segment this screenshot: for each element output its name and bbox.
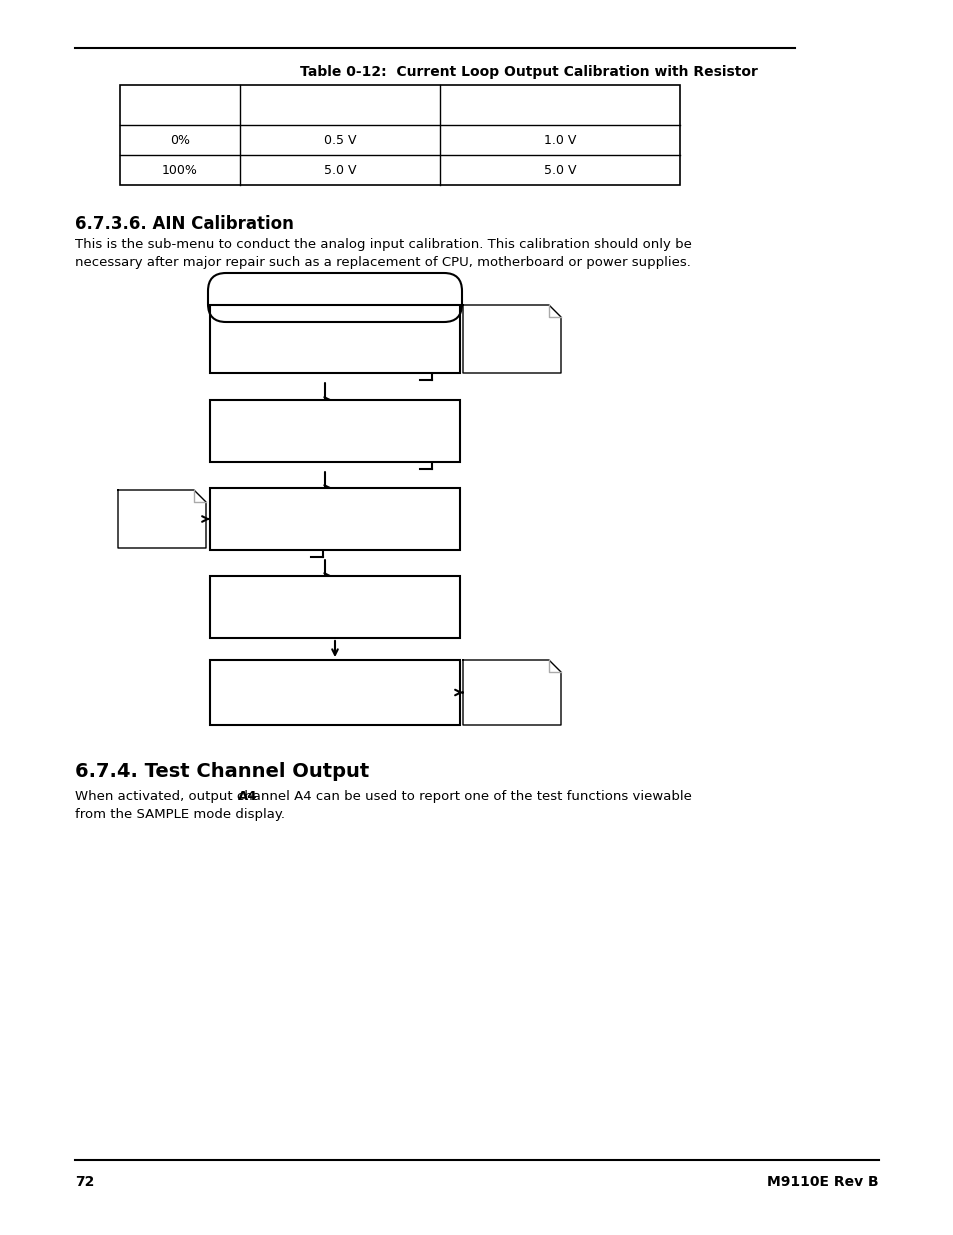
Bar bbox=[210, 488, 459, 550]
Bar bbox=[210, 659, 459, 725]
Text: 0%: 0% bbox=[170, 133, 190, 147]
Text: When activated, output channel A4 can be used to report one of the test function: When activated, output channel A4 can be… bbox=[75, 790, 691, 821]
Text: 72: 72 bbox=[75, 1174, 94, 1189]
Bar bbox=[120, 85, 679, 185]
Text: Table 0-12:  Current Loop Output Calibration with Resistor: Table 0-12: Current Loop Output Calibrat… bbox=[299, 65, 757, 79]
Text: 5.0 V: 5.0 V bbox=[323, 163, 355, 177]
Text: M9110E Rev B: M9110E Rev B bbox=[766, 1174, 878, 1189]
Bar bbox=[210, 305, 459, 373]
Text: 5.0 V: 5.0 V bbox=[543, 163, 576, 177]
Text: 6.7.4. Test Channel Output: 6.7.4. Test Channel Output bbox=[75, 762, 369, 781]
Text: A4: A4 bbox=[237, 790, 257, 803]
Polygon shape bbox=[462, 305, 560, 373]
Polygon shape bbox=[118, 490, 206, 548]
Bar bbox=[210, 400, 459, 462]
Text: 6.7.3.6. AIN Calibration: 6.7.3.6. AIN Calibration bbox=[75, 215, 294, 233]
Bar bbox=[210, 576, 459, 638]
Text: 100%: 100% bbox=[162, 163, 197, 177]
Polygon shape bbox=[462, 659, 560, 725]
Text: 0.5 V: 0.5 V bbox=[323, 133, 355, 147]
Text: This is the sub-menu to conduct the analog input calibration. This calibration s: This is the sub-menu to conduct the anal… bbox=[75, 238, 691, 269]
Text: 1.0 V: 1.0 V bbox=[543, 133, 576, 147]
